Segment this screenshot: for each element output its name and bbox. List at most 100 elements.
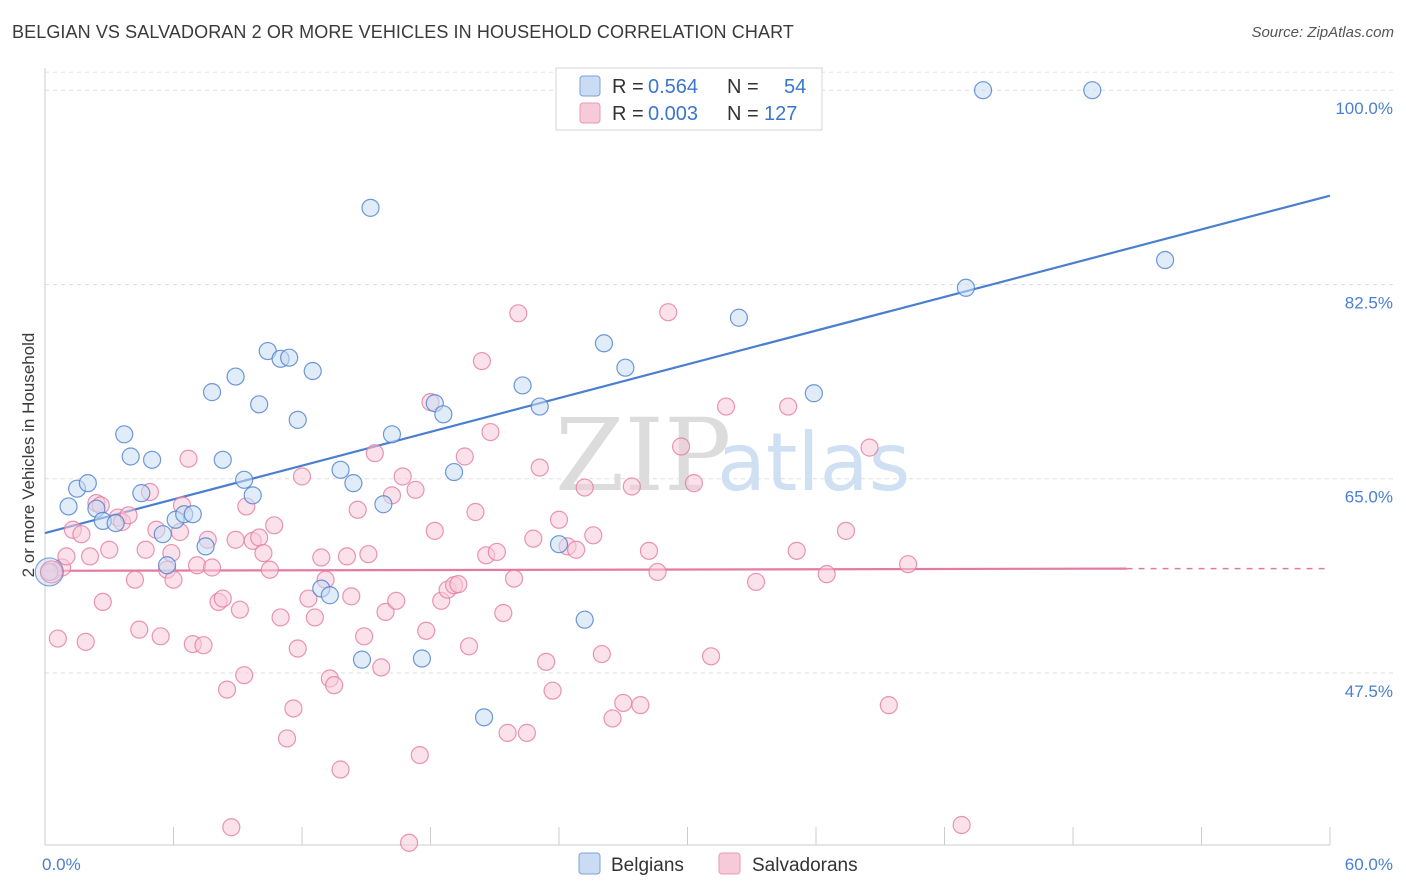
point-belgians	[196, 537, 215, 556]
point-salvadorans	[292, 467, 312, 486]
point-salvadorans	[779, 397, 798, 416]
point-salvadorans	[787, 541, 806, 560]
watermark-atlas: atlas	[717, 416, 910, 509]
point-salvadorans	[57, 547, 76, 566]
trend-lines	[44, 194, 1331, 572]
y-tick-label: 47.5%	[1345, 682, 1393, 701]
point-belgians	[153, 525, 172, 544]
point-salvadorans	[494, 603, 513, 623]
point-belgians	[250, 395, 269, 414]
point-salvadorans	[417, 621, 436, 640]
x-tick-label: 60.0%	[1345, 855, 1393, 874]
y-tick-label: 100.0%	[1335, 99, 1393, 118]
point-belgians	[226, 367, 245, 386]
point-salvadorans	[952, 815, 971, 835]
point-salvadorans	[265, 516, 284, 535]
point-belgians	[183, 505, 202, 524]
point-belgians	[142, 450, 162, 469]
x-tick-label: 0.0%	[42, 855, 81, 874]
point-salvadorans	[260, 560, 279, 579]
point-salvadorans	[151, 627, 170, 646]
legend-n-label: N =	[727, 103, 759, 125]
point-belgians	[78, 474, 97, 493]
point-belgians	[243, 486, 262, 505]
point-salvadorans	[524, 529, 543, 548]
point-belgians	[202, 383, 222, 402]
point-salvadorans	[125, 570, 145, 589]
point-belgians	[804, 384, 823, 403]
point-salvadorans	[299, 589, 318, 608]
point-salvadorans	[226, 530, 245, 549]
legend-swatch-salvadorans	[579, 102, 601, 124]
point-salvadorans	[250, 528, 269, 547]
bottom-legend-swatch-salvadorans	[718, 852, 741, 875]
point-belgians	[530, 397, 549, 416]
point-salvadorans	[277, 729, 297, 748]
point-salvadorans	[48, 629, 67, 648]
point-salvadorans	[80, 547, 100, 566]
point-salvadorans	[136, 540, 155, 559]
legend-n-value: 54	[784, 76, 806, 98]
point-belgians	[956, 278, 976, 297]
point-belgians	[59, 497, 78, 516]
bottom-legend-swatch-belgians	[578, 852, 601, 875]
point-salvadorans	[836, 521, 856, 540]
bottom-legend-salvadorans: Salvadorans	[752, 855, 858, 876]
point-belgians	[352, 650, 372, 669]
point-salvadorans	[592, 644, 611, 664]
y-tick-label: 82.5%	[1345, 293, 1393, 312]
point-salvadorans	[376, 602, 395, 622]
gridlines	[45, 71, 1395, 674]
point-belgians	[331, 460, 350, 479]
point-salvadorans	[631, 696, 650, 715]
point-salvadorans	[406, 480, 425, 499]
legend-r-label: R =	[612, 76, 644, 98]
point-salvadorans	[39, 560, 64, 584]
point-belgians	[157, 556, 177, 575]
point-salvadorans	[671, 437, 691, 456]
legend-swatch-belgians	[579, 75, 601, 97]
y-axis-label: 2 or more Vehicles in Household	[19, 333, 38, 578]
point-salvadorans	[584, 526, 603, 545]
point-belgians	[513, 376, 532, 395]
point-salvadorans	[312, 548, 331, 567]
point-salvadorans	[498, 723, 517, 742]
point-belgians	[594, 334, 614, 353]
point-salvadorans	[425, 521, 444, 540]
chart-title: BELGIAN VS SALVADORAN 2 OR MORE VEHICLES…	[12, 22, 794, 42]
point-belgians	[729, 308, 749, 327]
point-salvadorans	[603, 709, 622, 728]
point-salvadorans	[684, 474, 704, 493]
y-tick-label: 65.0%	[1345, 488, 1393, 507]
point-belgians	[444, 462, 464, 482]
point-salvadorans	[230, 600, 249, 619]
point-salvadorans	[659, 303, 678, 322]
point-belgians	[1155, 250, 1175, 270]
point-salvadorans	[860, 438, 879, 457]
point-salvadorans	[701, 647, 721, 666]
legend-r-value: 0.003	[648, 103, 698, 125]
point-salvadorans	[898, 555, 918, 574]
point-belgians	[575, 610, 594, 629]
trend-line-salvadorans	[44, 567, 1127, 572]
point-salvadorans	[288, 639, 307, 658]
point-salvadorans	[504, 569, 524, 588]
point-belgians	[1083, 81, 1102, 100]
point-salvadorans	[325, 676, 344, 695]
point-belgians	[474, 708, 494, 727]
point-salvadorans	[342, 587, 361, 606]
point-belgians	[361, 198, 380, 217]
point-salvadorans	[817, 565, 836, 584]
point-salvadorans	[459, 637, 479, 656]
trend-line-belgians	[44, 194, 1331, 535]
point-salvadorans	[449, 575, 468, 594]
point-salvadorans	[284, 699, 303, 718]
axes	[44, 68, 1331, 846]
point-salvadorans	[622, 477, 641, 496]
point-salvadorans	[549, 510, 569, 529]
point-salvadorans	[331, 760, 350, 779]
point-belgians	[303, 361, 322, 381]
point-salvadorans	[100, 540, 119, 559]
tick-labels: 100.0% 82.5% 65.0% 47.5% 0.0% 60.0%	[42, 99, 1393, 874]
